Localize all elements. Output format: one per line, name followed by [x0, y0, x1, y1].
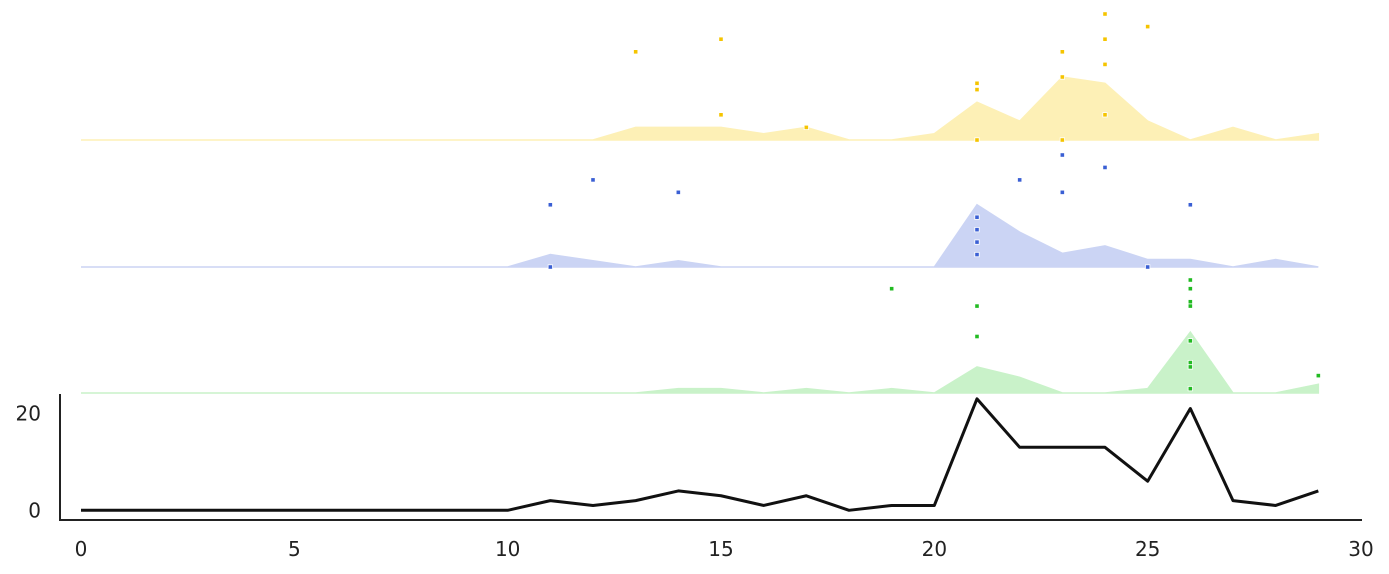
ridge-area	[81, 330, 1320, 394]
ridge-point	[974, 227, 980, 233]
ridge-point	[1102, 11, 1108, 17]
x-tick-label: 15	[708, 537, 733, 561]
ridge-3	[81, 277, 1321, 394]
ridge-point	[1187, 359, 1193, 366]
ridge-point	[1059, 49, 1065, 55]
ridge-point	[1059, 137, 1065, 143]
ridge-point	[974, 303, 980, 309]
x-tick-label: 5	[288, 537, 301, 561]
ridge-area	[81, 76, 1320, 141]
x-tick-label: 25	[1135, 537, 1160, 561]
ridge-point	[633, 49, 639, 55]
ridge-point	[974, 80, 980, 86]
ridge-point	[590, 177, 596, 183]
x-tick-label: 0	[75, 537, 88, 561]
ridge-2	[81, 152, 1319, 270]
ridge-point	[1102, 164, 1108, 171]
x-tick-label: 10	[495, 537, 520, 561]
ridge-point	[974, 87, 980, 93]
ridge-point	[718, 36, 724, 42]
x-tick-label: 30	[1348, 537, 1373, 561]
ridge-point	[1102, 36, 1108, 42]
ridge-point	[1187, 277, 1193, 283]
x-tick-label: 20	[922, 537, 947, 561]
ridge-point	[1187, 286, 1193, 292]
ridges-layer	[81, 11, 1321, 394]
ridge-point	[974, 239, 980, 245]
ridge-point	[974, 137, 980, 143]
ridge-point	[1187, 299, 1193, 305]
ridge-point	[1315, 373, 1321, 379]
ridge-point	[974, 251, 980, 258]
series-line	[81, 397, 1319, 512]
ridge-point	[718, 112, 724, 118]
ridge-point	[1017, 177, 1023, 183]
ridge-point	[974, 214, 980, 220]
ridge-point	[974, 333, 980, 340]
ridge-point	[1145, 23, 1151, 30]
ridge-point	[889, 286, 895, 292]
ridge-point	[547, 202, 553, 208]
ridge-point	[1102, 61, 1108, 68]
ridge-1	[81, 11, 1320, 143]
line-plot	[81, 397, 1319, 512]
ridge-point	[1187, 202, 1193, 208]
ridge-point	[1187, 364, 1193, 370]
ridge-area	[81, 203, 1319, 268]
ridge-point	[1102, 112, 1108, 118]
ridge-point	[675, 189, 681, 195]
ridge-point	[1059, 189, 1065, 195]
ridge-point	[803, 124, 809, 130]
ridge-point	[1187, 338, 1193, 344]
ridge-point	[1145, 264, 1151, 270]
ridge-point	[1059, 152, 1065, 158]
ridge-point	[1059, 74, 1065, 80]
ridge-point	[1187, 303, 1193, 309]
y-tick-label: 0	[28, 498, 41, 522]
ridge-point	[547, 264, 553, 270]
axes: 0 20 0 5 10 15 20 25 30	[16, 394, 1374, 561]
ridge-point	[1187, 386, 1193, 392]
y-tick-label: 20	[16, 401, 41, 425]
